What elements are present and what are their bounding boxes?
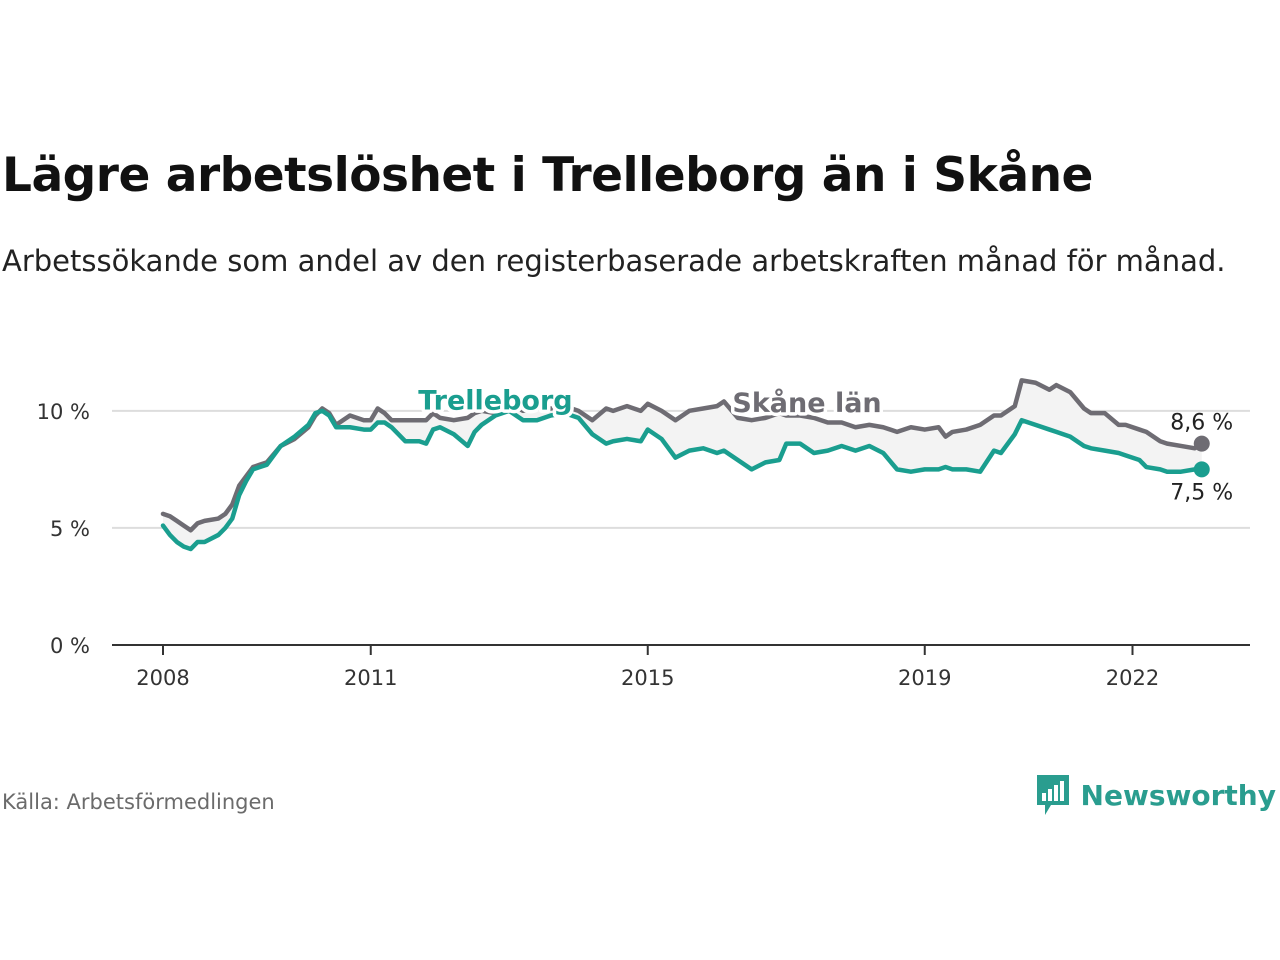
end-point-trelleborg [1193,461,1210,478]
end-point-skane [1193,435,1210,452]
end-label-trelleborg: 7,5 % [1170,480,1233,505]
x-tick-label: 2019 [898,666,951,690]
x-axis: 2008 2011 2015 2019 2022 [112,644,1250,690]
x-tick-label: 2015 [621,666,674,690]
source-note: Källa: Arbetsförmedlingen [2,790,275,814]
y-tick-label: 0 % [50,634,90,658]
y-tick-label: 5 % [50,517,90,541]
series-line-trelleborg [160,408,1204,552]
gap-area-fill [163,380,1202,549]
series-label-trelleborg: Trelleborg [418,386,572,417]
gap-area [163,380,1202,549]
brand-logo[interactable]: Newsworthy [1035,772,1276,818]
x-tick-label: 2011 [344,666,397,690]
series-lines [160,378,1210,552]
series-label-skane: Skåne län [732,387,881,419]
chart-title: Lägre arbetslöshet i Trelleborg än i Skå… [2,148,1093,203]
x-tick-label: 2008 [136,666,189,690]
brand-name: Newsworthy [1080,778,1276,812]
labels: 8,6 % 7,5 % Trelleborg Skåne län [415,382,1234,505]
chart-subtitle: Arbetssökande som andel av den registerb… [2,244,1226,278]
x-tick-label: 2022 [1106,666,1159,690]
end-label-skane: 8,6 % [1170,411,1233,436]
newsworthy-logo-icon [1036,775,1069,815]
y-tick-label: 10 % [37,400,90,424]
line-chart: 0 % 5 % 10 % 2008 2011 2015 2019 2022 8,6 % 7,5… [37,378,1250,690]
